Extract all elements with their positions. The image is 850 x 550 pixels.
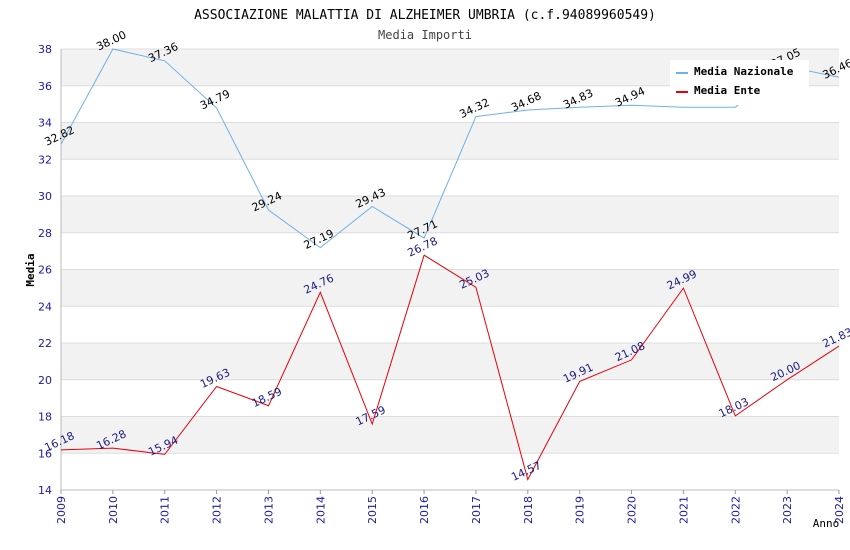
legend-label-ente: Media Ente bbox=[694, 84, 761, 97]
chart-title: ASSOCIAZIONE MALATTIA DI ALZHEIMER UMBRI… bbox=[194, 8, 656, 23]
y-axis-ticks: 14 16 18 20 22 24 26 28 30 32 34 36 38 bbox=[38, 43, 52, 497]
x-tick-label: 2021 bbox=[677, 496, 690, 524]
y-tick-label: 38 bbox=[38, 43, 52, 56]
chart-subtitle: Media Importi bbox=[378, 28, 472, 42]
gridlines bbox=[60, 48, 839, 491]
series-group bbox=[60, 48, 840, 481]
y-tick-label: 26 bbox=[38, 264, 52, 277]
y-tick-label: 20 bbox=[38, 374, 52, 387]
y-tick-label: 16 bbox=[38, 447, 52, 460]
y-tick-label: 18 bbox=[38, 411, 52, 424]
y-tick-label: 28 bbox=[38, 227, 52, 240]
y-tick-label: 36 bbox=[38, 80, 52, 93]
legend-box bbox=[670, 60, 809, 105]
x-tick-label: 2023 bbox=[781, 496, 794, 524]
x-tick-label: 2009 bbox=[55, 496, 68, 524]
x-tick-label: 2011 bbox=[159, 496, 172, 524]
series-line-nazionale bbox=[60, 48, 840, 249]
x-tick-label: 2012 bbox=[211, 496, 224, 524]
x-tick-label: 2020 bbox=[626, 496, 639, 524]
legend-label-nazionale: Media Nazionale bbox=[694, 65, 794, 78]
y-tick-label: 30 bbox=[38, 190, 52, 203]
x-tick-label: 2017 bbox=[470, 496, 483, 524]
data-label-ente: 18.59 bbox=[250, 385, 284, 410]
x-axis-ticks: 2009 2010 2011 2012 2013 2014 2015 2016 2017 2018… bbox=[55, 490, 846, 524]
grid-band bbox=[61, 343, 839, 380]
background-bands bbox=[61, 49, 839, 454]
x-tick-label: 2013 bbox=[262, 496, 275, 524]
data-label-ente: 14.57 bbox=[509, 459, 543, 484]
legend: Media Nazionale Media Ente bbox=[670, 60, 809, 105]
grid-band bbox=[61, 269, 839, 307]
x-tick-label: 2014 bbox=[314, 496, 327, 524]
data-label-nazionale: 34.79 bbox=[198, 87, 232, 112]
x-tick-label: 2015 bbox=[366, 496, 379, 524]
y-tick-label: 14 bbox=[38, 484, 52, 497]
y-tick-label: 34 bbox=[38, 117, 52, 130]
x-tick-label: 2022 bbox=[729, 496, 742, 524]
series-line-ente bbox=[60, 254, 840, 481]
data-label-nazionale: 34.83 bbox=[561, 87, 595, 112]
x-tick-label: 2019 bbox=[574, 496, 587, 524]
y-tick-label: 32 bbox=[38, 153, 52, 166]
x-tick-label: 2010 bbox=[107, 496, 120, 524]
y-tick-label: 22 bbox=[38, 337, 52, 350]
x-axis-label: Anno bbox=[813, 517, 840, 530]
x-tick-label: 2018 bbox=[522, 496, 535, 524]
grid-band bbox=[61, 416, 839, 454]
y-axis-label: Media bbox=[24, 253, 37, 286]
grid-band bbox=[61, 196, 839, 233]
x-tick-label: 2024 bbox=[833, 496, 846, 524]
y-tick-label: 24 bbox=[38, 300, 52, 313]
grid-band bbox=[61, 122, 839, 160]
data-label-nazionale: 34.32 bbox=[457, 96, 491, 121]
x-tick-label: 2016 bbox=[418, 496, 431, 524]
